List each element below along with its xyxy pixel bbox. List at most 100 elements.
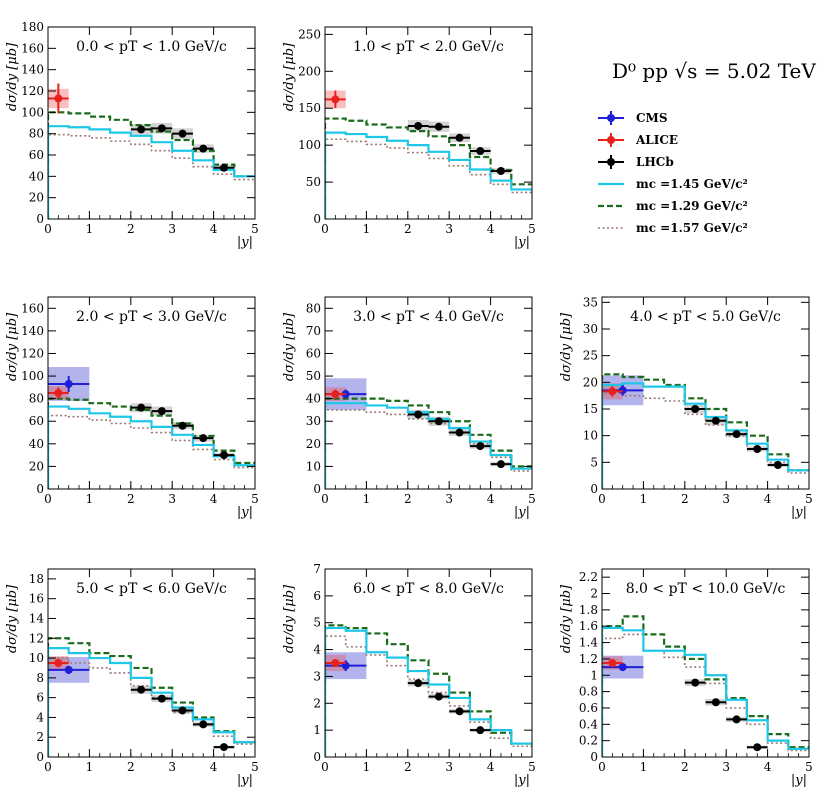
y-tick-label: 20 <box>29 459 44 473</box>
x-tick-label: 1 <box>86 222 94 236</box>
y-axis-label: dσ/dy [μb] <box>282 584 297 653</box>
y-tick-label: 0 <box>313 482 321 496</box>
lhcb-point <box>428 692 450 701</box>
x-tick-label: 5 <box>805 760 813 774</box>
y-tick-label: 5 <box>313 616 321 630</box>
x-tick-label: 1 <box>363 222 371 236</box>
y-tick-label: 4 <box>36 710 44 724</box>
x-tick-label: 0 <box>44 760 52 774</box>
legend-label: mc =1.57 GeV/c² <box>636 221 748 235</box>
y-tick-label: 40 <box>29 437 44 451</box>
lhcb-point <box>705 698 727 707</box>
lhcb-point <box>469 442 491 451</box>
series-m157 <box>325 138 532 219</box>
y-tick-label: 6 <box>36 691 44 705</box>
x-tick-label: 2 <box>681 760 689 774</box>
y-tick-label: 200 <box>298 64 321 78</box>
legend-entry-m145: mc =1.45 GeV/c² <box>598 177 748 191</box>
x-axis-label: |y| <box>237 235 253 250</box>
x-axis-label: |y| <box>514 505 530 520</box>
y-tick-label: 40 <box>306 392 321 406</box>
x-tick-label: 1 <box>363 492 371 506</box>
series-m129 <box>602 615 809 757</box>
series-m145 <box>48 647 255 757</box>
legend-label: ALICE <box>635 133 678 147</box>
lhcb-point <box>192 720 214 729</box>
lhcb-point <box>490 460 512 469</box>
y-tick-label: 12 <box>29 631 44 645</box>
legend-entry-m157: mc =1.57 GeV/c² <box>598 221 748 235</box>
x-tick-label: 4 <box>764 760 772 774</box>
y-tick-label: 0 <box>590 750 598 764</box>
panel-title: 4.0 < pT < 5.0 GeV/c <box>630 309 781 325</box>
lhcb-point <box>449 428 470 437</box>
alice-point <box>602 658 623 668</box>
panel-5: 0 1 2 3 4 5 0 5 10 15 20 25 30 35 4.0 < pT < 5.0 GeV/c… <box>559 295 813 520</box>
y-tick-label: 1 <box>590 668 598 682</box>
panel-1: 0 1 2 3 4 5 0 20 40 60 80 100 120 140 160 180 0.0 < pT <… <box>5 20 259 250</box>
y-tick-label: 10 <box>306 459 321 473</box>
y-tick-label: 30 <box>306 414 321 428</box>
x-axis-label: |y| <box>514 773 530 788</box>
y-tick-label: 60 <box>29 414 44 428</box>
y-tick-label: 25 <box>583 349 598 363</box>
y-tick-label: 70 <box>306 324 321 338</box>
y-tick-label: 120 <box>21 84 44 98</box>
lhcb-point <box>130 403 152 412</box>
x-tick-label: 1 <box>363 760 371 774</box>
x-tick-label: 4 <box>487 492 495 506</box>
y-tick-label: 180 <box>21 20 44 34</box>
x-tick-label: 2 <box>127 760 135 774</box>
lhcb-point <box>684 678 706 687</box>
x-axis-label: |y| <box>514 235 530 250</box>
y-tick-label: 80 <box>29 127 44 141</box>
panel-title: 5.0 < pT < 6.0 GeV/c <box>76 581 227 597</box>
legend-entry-cms: CMS <box>598 111 668 125</box>
series-m129 <box>48 397 255 489</box>
y-axis-label: dσ/dy [μb] <box>5 312 20 381</box>
y-tick-label: 0 <box>36 750 44 764</box>
y-tick-label: 20 <box>306 437 321 451</box>
panel-8: 0 1 2 3 4 500.20.40.60.811.21.41.61.822.28.0 … <box>559 568 813 788</box>
x-axis-label: |y| <box>791 773 807 788</box>
series-m145 <box>48 125 255 219</box>
plot-area <box>48 637 255 757</box>
y-tick-label: 2 <box>36 730 44 744</box>
lhcb-point <box>449 133 470 142</box>
legend-entry-alice: ALICE <box>598 133 678 147</box>
y-tick-label: 1.8 <box>579 603 598 617</box>
lhcb-point <box>213 743 235 752</box>
series-m157 <box>602 633 809 757</box>
x-tick-label: 4 <box>487 222 495 236</box>
figure-title: D⁰ pp √s = 5.02 TeV <box>612 59 816 83</box>
legend-label: CMS <box>636 111 668 125</box>
lhcb-point <box>746 743 768 752</box>
legend-label: mc =1.45 GeV/c² <box>636 177 748 191</box>
x-tick-label: 0 <box>321 222 329 236</box>
lhcb-point <box>746 445 768 453</box>
x-axis-label: |y| <box>237 773 253 788</box>
lhcb-point <box>213 163 235 172</box>
plot-area <box>48 83 255 219</box>
y-tick-label: 0 <box>313 212 321 226</box>
y-tick-label: 80 <box>29 392 44 406</box>
lhcb-point <box>151 407 173 416</box>
y-tick-label: 0 <box>313 750 321 764</box>
x-tick-label: 1 <box>640 492 648 506</box>
panel-7: 0 1 2 3 4 5 0 1 2 3 4 5 6 7 6.0 < pT < 8.0 GeV/c |y| dσ/… <box>282 562 536 788</box>
lhcb-point <box>767 461 789 469</box>
lhcb-point <box>130 685 152 694</box>
series-m145 <box>325 402 532 489</box>
x-tick-label: 0 <box>598 760 606 774</box>
x-tick-label: 4 <box>210 760 218 774</box>
cms-point <box>48 376 90 392</box>
lhcb-point <box>172 706 193 715</box>
y-tick-label: 20 <box>29 191 44 205</box>
y-tick-label: 60 <box>29 148 44 162</box>
y-axis-label: dσ/dy [μb] <box>282 312 297 381</box>
series-m129 <box>325 117 532 219</box>
alice-point <box>602 386 623 397</box>
